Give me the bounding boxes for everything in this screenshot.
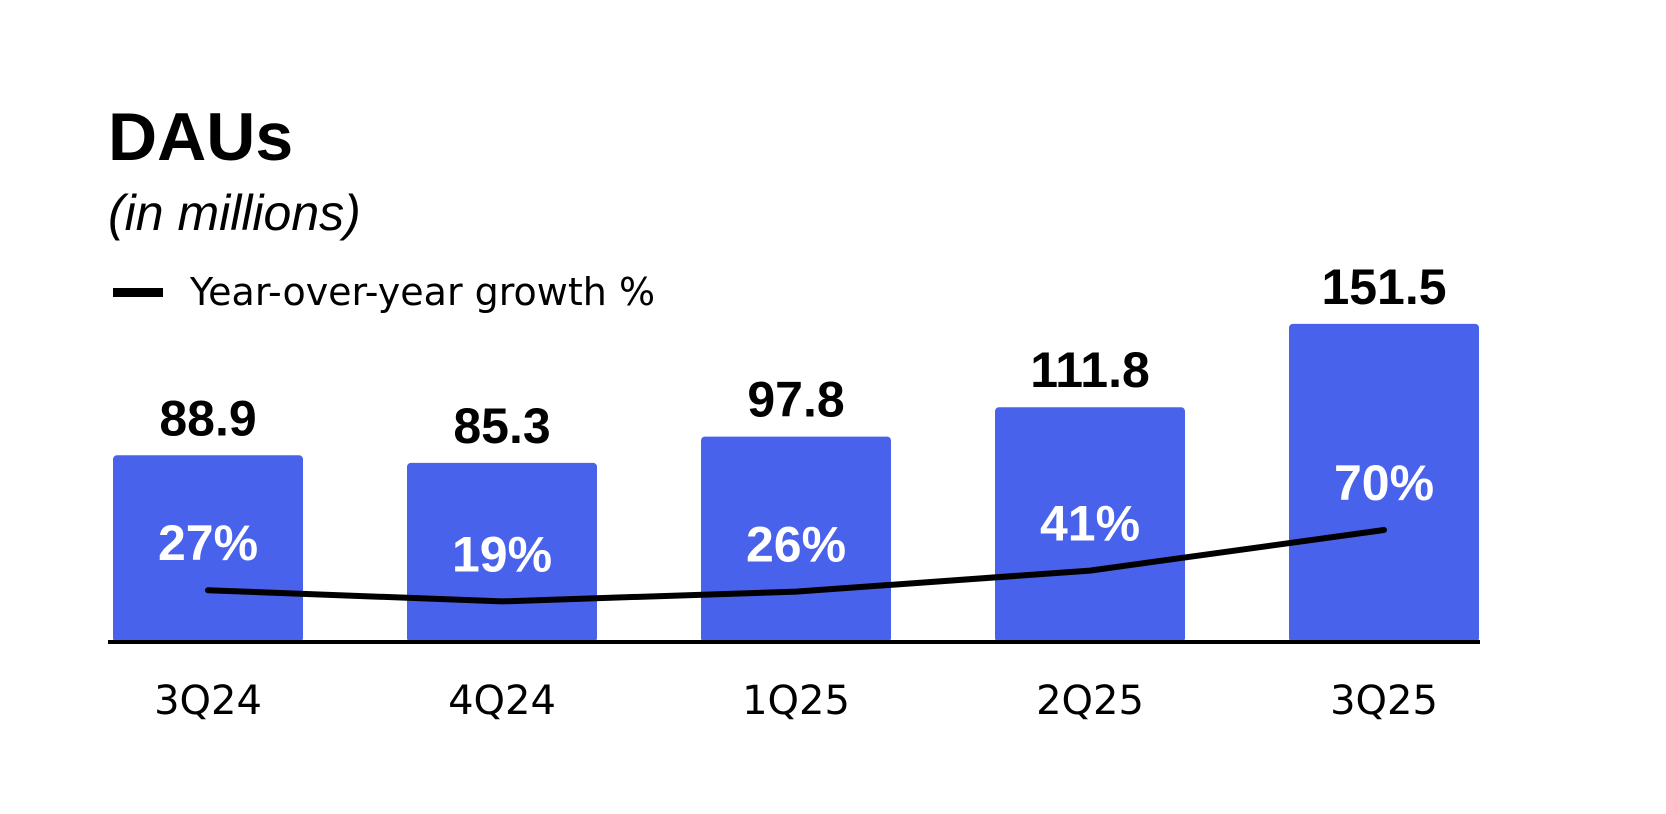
- bar-3q25: [1289, 323, 1479, 642]
- tick-label-4q24: 4Q24: [448, 678, 556, 724]
- chart-subtitle: (in millions): [108, 185, 361, 241]
- value-label-3q24: 88.9: [159, 390, 256, 446]
- tick-label-3q25: 3Q25: [1330, 678, 1438, 724]
- value-label-4q24: 85.3: [453, 398, 550, 454]
- growth-label-3q25: 70%: [1334, 455, 1434, 511]
- growth-label-3q24: 27%: [158, 515, 258, 571]
- legend-label: Year-over-year growth %: [189, 270, 655, 314]
- growth-label-4q24: 19%: [452, 526, 552, 582]
- growth-labels: 27% 19% 26% 41% 70%: [158, 455, 1434, 582]
- tick-label-3q24: 3Q24: [154, 678, 262, 724]
- tick-label-2q25: 2Q25: [1036, 678, 1144, 724]
- tick-label-1q25: 1Q25: [742, 678, 850, 724]
- value-label-2q25: 111.8: [1030, 342, 1150, 398]
- growth-label-1q25: 26%: [746, 517, 846, 573]
- chart-title: DAUs: [108, 99, 293, 175]
- growth-line-group: [205, 527, 1387, 605]
- bar-2q25: [995, 407, 1185, 642]
- value-label-1q25: 97.8: [747, 372, 844, 428]
- value-labels: 88.9 85.3 97.8 111.8 151.5: [157, 257, 1448, 456]
- legend: Year-over-year growth %: [113, 270, 655, 314]
- value-label-3q25: 151.5: [1321, 259, 1446, 315]
- growth-label-2q25: 41%: [1040, 496, 1140, 552]
- growth-line: [205, 527, 1387, 605]
- bar-3q24: [113, 455, 303, 642]
- x-axis-tick-labels: 3Q24 4Q24 1Q25 2Q25 3Q25: [154, 678, 1438, 724]
- legend-line-swatch: [113, 288, 163, 297]
